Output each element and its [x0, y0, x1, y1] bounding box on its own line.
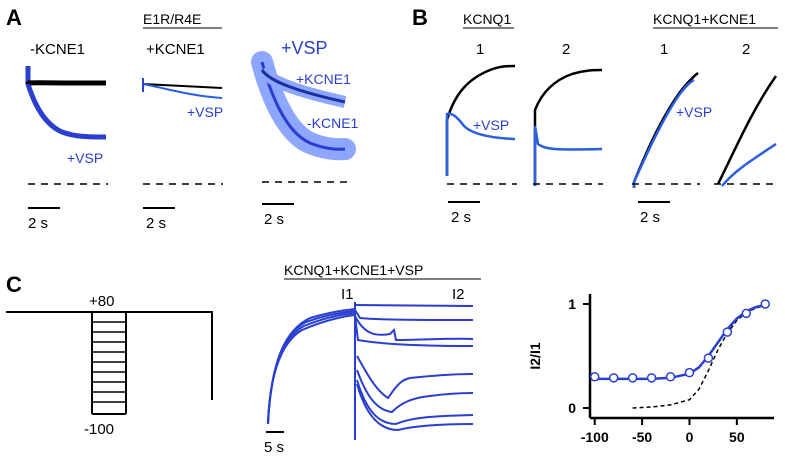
scale-b1-label: 2 s — [451, 209, 471, 226]
label-a1-vsp: +VSP — [67, 150, 103, 166]
label-a3-kcne1: +KCNE1 — [296, 71, 351, 87]
y-tick-label: 1 — [568, 296, 576, 312]
data-point — [608, 373, 619, 383]
data-point — [741, 308, 752, 319]
trace-a2-control — [142, 83, 223, 89]
data-point — [589, 372, 600, 382]
data-point — [703, 353, 714, 363]
panel-a-letter: A — [6, 5, 22, 30]
trace-b2-vsp — [533, 125, 603, 186]
label-b3-vsp: +VSP — [676, 104, 712, 120]
x-tick-label: -100 — [581, 429, 609, 445]
trace-a2-vsp — [142, 83, 223, 99]
trace-b3-control — [632, 72, 699, 188]
voltage-protocol — [6, 311, 213, 415]
panel-a-title: E1R/R4E — [143, 11, 201, 27]
scale-a3-label: 2 s — [264, 211, 284, 228]
data-point — [684, 367, 695, 378]
series-fit-line — [594, 303, 766, 381]
scale-a1-label: 2 s — [28, 215, 48, 232]
data-point — [760, 299, 771, 309]
chart-marks — [589, 299, 771, 409]
panel-b-title-kcnq1: KCNQ1 — [463, 11, 511, 27]
panel-b-label-1: 1 — [476, 41, 484, 58]
x-tick-label: 0 — [686, 429, 694, 445]
data-point — [646, 373, 657, 383]
panel-b-label-4: 2 — [742, 41, 750, 58]
scale-a2-label: 2 s — [146, 215, 166, 232]
scale-c-label: 5 s — [264, 439, 284, 456]
trace-b1-vsp — [445, 112, 516, 176]
panel-b-label-2: 2 — [562, 41, 570, 58]
series-dotted-reference — [632, 304, 766, 409]
trace-a3-plus — [260, 69, 346, 104]
protocol-top-voltage: +80 — [89, 293, 114, 310]
trace-b3-vsp — [632, 78, 695, 188]
current-traces-c — [267, 302, 474, 440]
trace-b2-control — [533, 68, 603, 186]
chart-ticks: -100 -50 0 50 0 1 — [568, 296, 745, 445]
chart-y-label: I2/I1 — [527, 342, 543, 369]
x-tick-label: 50 — [729, 429, 745, 445]
trace-b4-control — [716, 75, 778, 185]
panel-c-title: KCNQ1+KCNE1+VSP — [284, 262, 423, 278]
marker-i1: I1 — [341, 286, 354, 303]
chart-axes — [588, 294, 774, 420]
label-a3-minus-kcne1: -KCNE1 — [307, 115, 359, 131]
panel-b-label-3: 1 — [660, 41, 668, 58]
panel-a-minus-kcne1: -KCNE1 — [30, 41, 85, 58]
panel-b-title-kcnq1-kcne1: KCNQ1+KCNE1 — [653, 11, 756, 27]
x-tick-label: -50 — [632, 429, 652, 445]
label-a3-vsp: +VSP — [281, 38, 328, 58]
i2-i1-chart: -100 -50 0 50 0 1 — [568, 294, 774, 445]
trace-b1-control — [445, 64, 516, 176]
trace-a3-minus — [260, 61, 346, 151]
protocol-bottom-voltage: -100 — [84, 421, 114, 438]
marker-i2: I2 — [452, 286, 465, 303]
scale-b2-label: 2 s — [640, 209, 660, 226]
trace-b4-vsp — [721, 142, 777, 187]
panel-b-letter: B — [412, 5, 428, 30]
label-a2-vsp: +VSP — [187, 104, 223, 120]
data-point — [627, 373, 638, 383]
label-b1-vsp: +VSP — [473, 117, 509, 133]
panel-c-letter: C — [6, 272, 22, 297]
panel-a-plus-kcne1: +KCNE1 — [146, 41, 205, 58]
data-point — [722, 327, 733, 337]
trace-a1-vsp — [25, 66, 107, 140]
trace-a1-control — [25, 80, 107, 86]
y-tick-label: 0 — [568, 400, 576, 416]
data-point — [665, 372, 676, 382]
